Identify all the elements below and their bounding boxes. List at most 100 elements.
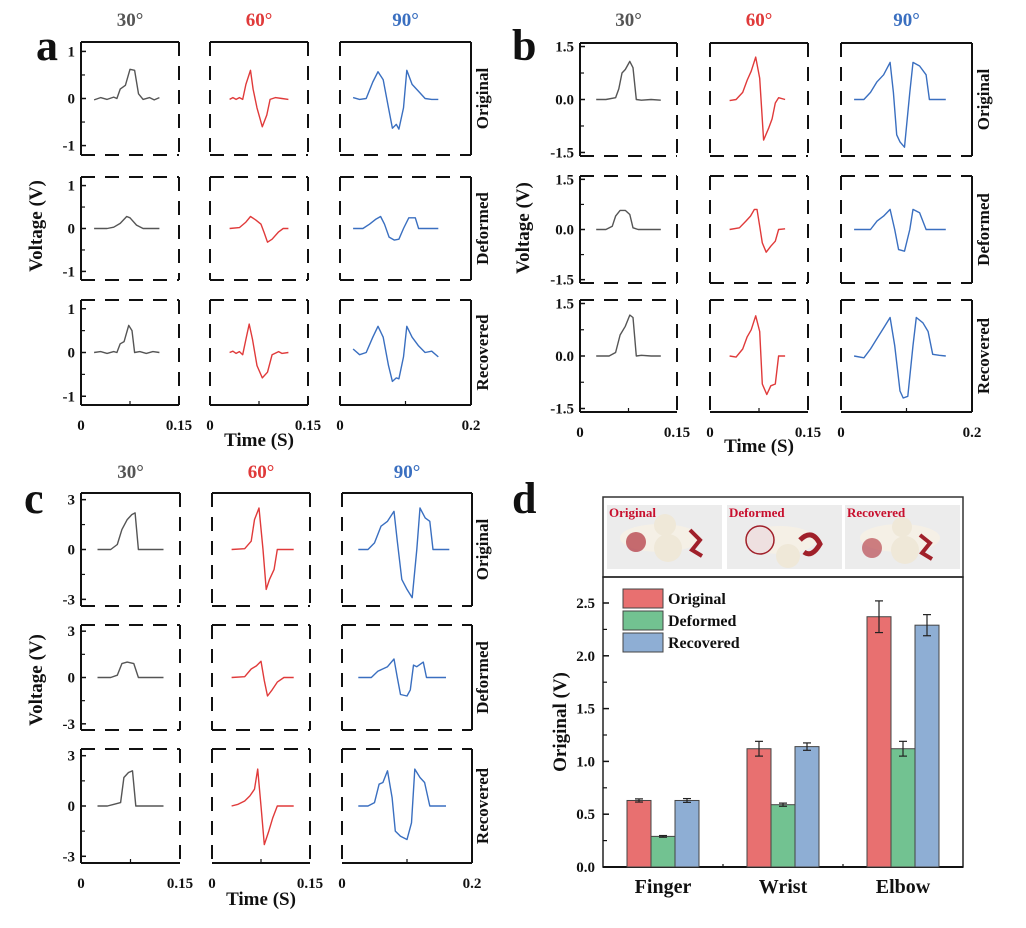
ytick-label: -3: [63, 717, 76, 733]
waveform-original-2: [352, 69, 439, 130]
category-label-wrist: Wrist: [759, 876, 808, 898]
waveform-deformed-2: [358, 658, 446, 697]
xlabel: Time (S): [226, 889, 296, 910]
subplot-b-r0-c1: [709, 42, 809, 157]
bar-recovered-elbow: [914, 624, 940, 868]
waveform-deformed-1: [729, 208, 786, 253]
xtick-label: 0.15: [166, 418, 192, 434]
panel-letter-d: d: [512, 474, 536, 523]
waveform-deformed-2: [353, 215, 439, 241]
xtick-label: 0.2: [963, 425, 982, 441]
xtick-label: 0: [208, 876, 216, 892]
subplot-a-r2-c2: 0 0.2: [336, 299, 481, 434]
subplot-c-r2-c0: 30-30 0.15: [63, 748, 193, 892]
ytick-label: 1.5: [555, 40, 574, 56]
xtick-label: 0: [77, 876, 85, 892]
ytick-label: 3: [68, 624, 76, 640]
waveform-deformed-0: [97, 661, 164, 679]
subplot-a-r2-c0: 10-10 0.15: [63, 299, 192, 434]
xtick-label: 0: [576, 425, 584, 441]
row-label-0: Original: [974, 69, 993, 131]
waveform-deformed-0: [596, 209, 661, 231]
subplot-b-r2-c2: 0 0.2: [837, 299, 982, 441]
ytick-label: 0: [68, 346, 76, 362]
column-header-0: 30°: [615, 10, 642, 31]
photo-label-original: Original: [609, 505, 656, 520]
xtick-label: 0: [206, 418, 214, 434]
xtick-label: 0.15: [664, 425, 690, 441]
waveform-original-1: [229, 69, 289, 128]
waveform-original-1: [231, 507, 294, 591]
column-header-2: 90°: [392, 10, 419, 31]
ytick-label: 1.5: [555, 297, 574, 313]
ytick-label: -1: [63, 139, 76, 155]
subplot-a-r0-c1: [209, 41, 309, 156]
subplot-b-r2-c0: 1.5 0.0 -1.50 0.15: [550, 297, 690, 442]
subplot-c-r0-c2: [341, 492, 473, 607]
column-header-1: 60°: [246, 10, 273, 31]
xtick-label: 0.15: [297, 876, 323, 892]
row-label-1: Deformed: [473, 192, 492, 265]
row-label-2: Recovered: [473, 767, 492, 844]
ytick-label: 1: [68, 302, 76, 318]
subplot-b-r1-c1: [709, 175, 809, 284]
row-label-0: Original: [473, 519, 492, 581]
column-header-1: 60°: [248, 462, 275, 483]
subplot-b-r1-c0: 1.5 0.0 -1.5: [550, 172, 678, 289]
bar-ytick-label: 2.5: [576, 596, 595, 612]
bar-ytick-label: 2.0: [576, 649, 595, 665]
xlabel: Time (S): [224, 430, 294, 451]
bar-ylabel: Original (V): [550, 672, 571, 772]
subplot-b-r1-c2: [840, 175, 973, 284]
subplot-b-r2-c1: 0 0.15: [706, 299, 821, 441]
xtick-label: 0.15: [295, 418, 321, 434]
category-label-finger: Finger: [635, 876, 692, 898]
category-label-elbow: Elbow: [876, 876, 931, 898]
xtick-label: 0: [338, 876, 346, 892]
ytick-label: 1: [68, 44, 76, 60]
xtick-label: 0.2: [462, 418, 481, 434]
waveform-recovered-0: [596, 314, 661, 357]
ytick-label: -1.5: [550, 145, 574, 161]
photo-label-deformed: Deformed: [729, 505, 785, 520]
subplot-b-r0-c0: 1.5 0.0 -1.5: [550, 40, 678, 161]
xtick-label: 0.15: [795, 425, 821, 441]
xtick-label: 0.15: [167, 876, 193, 892]
subplot-c-r1-c1: [211, 624, 311, 731]
waveform-deformed-1: [229, 215, 289, 243]
subplot-c-r0-c1: [211, 492, 311, 607]
panel-d: Original Deformed Recovered 0.0 0.5 1.0 1.5…: [550, 496, 964, 898]
bar-layer: 0.0 0.5 1.0 1.5 2.0 2.5 Finger Wrist Elbow Origin…: [576, 588, 963, 898]
photo-original: Original: [607, 505, 722, 569]
waveform-deformed-2: [854, 208, 946, 252]
ylabel: Voltage (V): [513, 182, 534, 274]
panel-letter-a: a: [36, 21, 58, 70]
waveform-original-2: [854, 61, 946, 148]
ytick-label: -3: [63, 849, 76, 865]
bar-deformed-wrist: [770, 804, 796, 868]
waveform-recovered-1: [231, 768, 294, 846]
ytick-label: 3: [68, 749, 76, 765]
row-label-1: Deformed: [974, 193, 993, 266]
panel-letter-b: b: [512, 21, 536, 70]
xtick-label: 0: [336, 418, 344, 434]
subplot-c-r2-c1: 0 0.15: [208, 748, 323, 892]
xtick-label: 0.2: [463, 876, 482, 892]
subplot-c-r0-c0: 3 0 -3: [63, 492, 181, 608]
bar-recovered-finger: [674, 799, 700, 868]
ytick-label: 0: [68, 543, 76, 559]
legend-swatch-original: [622, 588, 664, 609]
bar-deformed-finger: [650, 835, 676, 868]
ytick-label: 0.0: [555, 93, 574, 109]
bar-ytick-label: 0.0: [576, 860, 595, 876]
bar-original-finger: [626, 799, 652, 868]
ytick-label: -1.5: [550, 402, 574, 418]
waveform-original-0: [596, 60, 661, 101]
ytick-label: 0: [68, 92, 76, 108]
waveform-recovered-0: [94, 324, 160, 355]
waveform-recovered-0: [97, 770, 164, 807]
xtick-label: 0: [77, 418, 85, 434]
